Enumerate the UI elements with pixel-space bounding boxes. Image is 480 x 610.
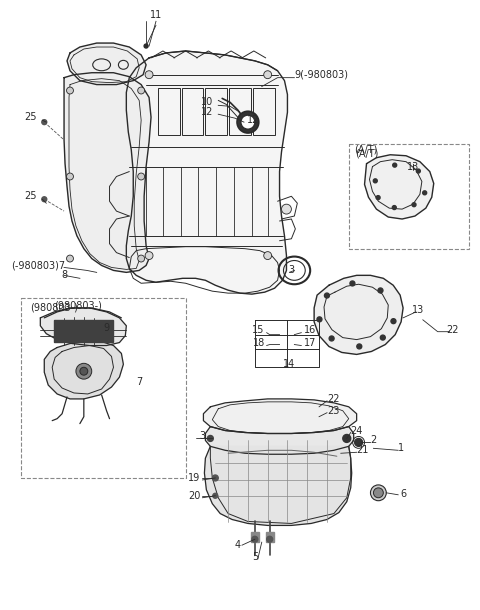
Circle shape: [138, 87, 144, 94]
Bar: [205, 88, 227, 135]
Circle shape: [423, 191, 427, 195]
Circle shape: [42, 120, 47, 124]
Circle shape: [80, 367, 88, 375]
Circle shape: [213, 493, 218, 498]
Circle shape: [267, 536, 273, 542]
Polygon shape: [44, 342, 123, 399]
Text: 18: 18: [252, 337, 264, 348]
Circle shape: [145, 251, 153, 259]
Text: 7: 7: [136, 377, 142, 387]
Text: 22: 22: [327, 394, 339, 404]
Bar: [251, 533, 259, 542]
Circle shape: [317, 317, 322, 322]
Text: 20: 20: [188, 491, 201, 501]
Circle shape: [373, 179, 377, 183]
Circle shape: [355, 439, 362, 447]
Text: 16: 16: [304, 325, 316, 335]
Circle shape: [138, 173, 144, 180]
Text: 25: 25: [24, 192, 36, 201]
Bar: [253, 88, 275, 135]
Text: 13: 13: [412, 305, 424, 315]
Ellipse shape: [241, 115, 255, 129]
Bar: [229, 88, 251, 135]
Circle shape: [412, 203, 416, 207]
Text: (980803-): (980803-): [54, 300, 102, 310]
Text: 9: 9: [104, 323, 109, 332]
Text: 25: 25: [24, 112, 36, 122]
Circle shape: [378, 288, 383, 293]
Polygon shape: [204, 447, 352, 525]
Text: 12: 12: [247, 115, 259, 125]
Text: 10: 10: [201, 98, 213, 107]
Polygon shape: [67, 43, 146, 85]
Circle shape: [212, 475, 218, 481]
Circle shape: [329, 336, 334, 341]
Circle shape: [392, 206, 396, 210]
Circle shape: [144, 44, 148, 48]
Text: 17: 17: [304, 337, 317, 348]
Text: 15: 15: [252, 325, 264, 335]
Text: 4: 4: [235, 540, 241, 550]
Text: 14: 14: [283, 359, 296, 369]
Text: 9(-980803): 9(-980803): [294, 70, 348, 80]
Text: 22: 22: [446, 325, 459, 335]
Bar: [266, 533, 274, 542]
Polygon shape: [64, 73, 151, 273]
Circle shape: [252, 536, 258, 542]
Ellipse shape: [237, 111, 259, 133]
Bar: [158, 88, 180, 135]
Polygon shape: [204, 399, 357, 434]
Circle shape: [264, 251, 272, 259]
Circle shape: [324, 293, 329, 298]
Text: 21: 21: [357, 445, 369, 455]
Circle shape: [371, 485, 386, 501]
Text: (A/T): (A/T): [354, 145, 377, 155]
Text: 23: 23: [327, 406, 339, 416]
Circle shape: [393, 163, 396, 167]
Bar: [349, 144, 469, 249]
Circle shape: [207, 436, 213, 442]
Text: 2: 2: [371, 436, 377, 445]
Text: (-980803)7: (-980803)7: [11, 260, 65, 270]
Circle shape: [67, 255, 73, 262]
Text: 24: 24: [351, 426, 363, 436]
Text: (980803-): (980803-): [30, 303, 78, 313]
Circle shape: [281, 204, 291, 214]
Circle shape: [376, 196, 380, 199]
Polygon shape: [314, 275, 403, 354]
Text: 8: 8: [61, 270, 67, 281]
Circle shape: [380, 335, 385, 340]
Circle shape: [76, 364, 92, 379]
Bar: [182, 88, 204, 135]
Circle shape: [350, 281, 355, 286]
Circle shape: [343, 434, 351, 442]
Bar: [21, 298, 186, 478]
Circle shape: [373, 488, 384, 498]
Circle shape: [67, 87, 73, 94]
Polygon shape: [126, 51, 288, 294]
Polygon shape: [205, 426, 354, 454]
Circle shape: [357, 344, 362, 349]
Circle shape: [264, 71, 272, 79]
Polygon shape: [364, 155, 434, 219]
Circle shape: [42, 197, 47, 202]
Circle shape: [138, 255, 144, 262]
Text: 3: 3: [288, 265, 294, 275]
Text: 11: 11: [150, 10, 162, 20]
Circle shape: [391, 318, 396, 324]
Text: 5: 5: [252, 552, 258, 562]
Circle shape: [67, 173, 73, 180]
Text: (A/T): (A/T): [355, 149, 378, 159]
Polygon shape: [54, 320, 113, 342]
Text: 12: 12: [201, 107, 213, 117]
Text: 3: 3: [199, 431, 205, 442]
Circle shape: [145, 71, 153, 79]
Text: 1: 1: [398, 443, 404, 453]
Text: 19: 19: [188, 473, 201, 483]
Polygon shape: [40, 308, 126, 345]
Text: 6: 6: [400, 489, 406, 499]
Circle shape: [416, 169, 420, 173]
Text: 13: 13: [407, 162, 419, 171]
